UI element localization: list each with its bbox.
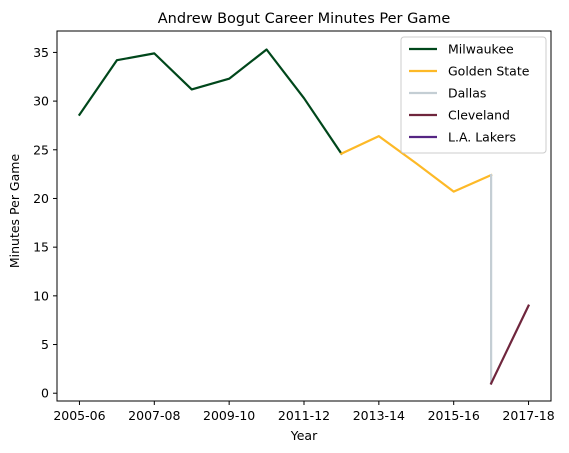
legend-label-cleveland: Cleveland [448,108,510,123]
series-line-golden-state [339,135,493,193]
x-tick-label: 2017-18 [502,408,554,423]
y-tick-label: 0 [41,386,49,401]
x-axis-label: Year [290,428,318,443]
legend-label-golden-state: Golden State [448,64,530,79]
legend-label-dallas: Dallas [448,86,486,101]
legend-label-l-a-lakers: L.A. Lakers [448,130,516,145]
y-tick-label: 35 [33,45,49,60]
y-tick-label: 5 [41,337,49,352]
y-tick-label: 20 [33,191,49,206]
series-line-cleveland [489,304,531,385]
y-tick-label: 15 [33,240,49,255]
series-layer [77,48,531,385]
x-tick-label: 2009-10 [203,408,255,423]
axes-layer: 2005-06 2007-08 2009-10 2011-12 2013-14 2015-… [33,30,555,423]
x-tick-label: 2007-08 [128,408,180,423]
legend: Milwaukee Golden State Dallas Cleveland L.A.… [400,36,547,154]
series-line-milwaukee [77,48,343,156]
y-tick-label: 30 [33,94,49,109]
legend-box [400,36,547,154]
x-tick-label: 2011-12 [278,408,330,423]
x-tick-label: 2013-14 [353,408,405,423]
x-tick-label: 2005-06 [53,408,105,423]
y-axis-label: Minutes Per Game [7,154,22,269]
y-tick-label: 25 [33,142,49,157]
y-tick-label: 10 [33,288,49,303]
legend-label-milwaukee: Milwaukee [448,42,514,57]
chart-title: Andrew Bogut Career Minutes Per Game [158,11,451,27]
x-tick-label: 2015-16 [428,408,480,423]
